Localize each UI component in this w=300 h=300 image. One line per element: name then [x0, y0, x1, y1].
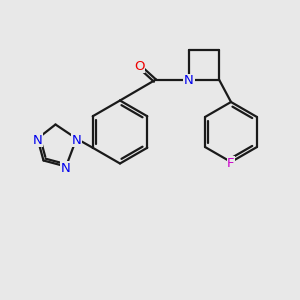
Text: N: N: [61, 161, 71, 175]
Text: F: F: [227, 157, 235, 170]
Text: N: N: [184, 74, 194, 88]
Text: N: N: [33, 134, 42, 147]
Text: O: O: [134, 59, 145, 73]
Text: N: N: [72, 134, 81, 147]
